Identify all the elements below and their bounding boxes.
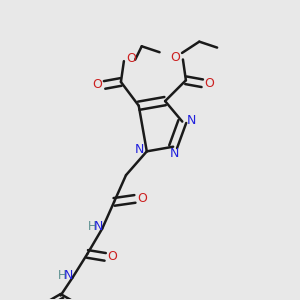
Text: H: H	[87, 220, 96, 233]
Text: O: O	[137, 192, 147, 206]
Text: O: O	[205, 77, 214, 90]
Text: N: N	[94, 220, 103, 233]
Text: O: O	[108, 250, 118, 263]
Text: O: O	[92, 78, 102, 92]
Text: H: H	[58, 269, 67, 282]
Text: N: N	[187, 114, 196, 127]
Text: O: O	[126, 52, 136, 65]
Text: N: N	[64, 269, 74, 282]
Text: N: N	[170, 147, 179, 160]
Text: N: N	[135, 143, 144, 156]
Text: O: O	[171, 51, 180, 64]
